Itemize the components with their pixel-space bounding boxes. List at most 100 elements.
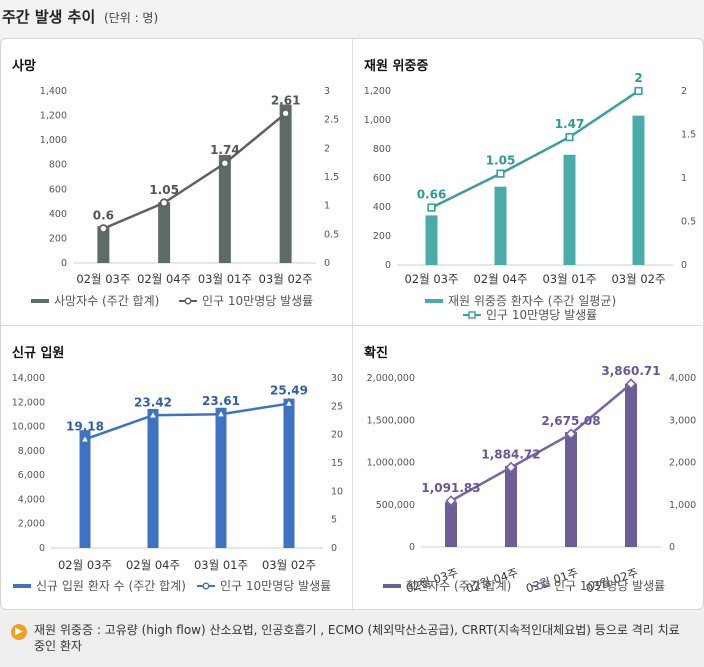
y-tick-left: 1,200 bbox=[40, 111, 67, 122]
y-tick-left: 0 bbox=[409, 542, 415, 553]
bar bbox=[563, 154, 576, 265]
line-point bbox=[505, 461, 517, 474]
y-tick-right: 0 bbox=[681, 260, 687, 271]
chart-title: 신규 입원 bbox=[12, 346, 65, 361]
legend-line-marker bbox=[202, 582, 210, 590]
y-tick-left: 200 bbox=[373, 231, 391, 242]
bar bbox=[632, 115, 645, 266]
line-point bbox=[283, 397, 295, 408]
legend-bar-label: 신규 입원 환자 수 (주간 합계) bbox=[36, 579, 186, 593]
x-tick-label: 02월 03주 bbox=[404, 272, 458, 286]
x-tick-label: 02월 03주 bbox=[76, 272, 130, 286]
y-tick-right: 1,000 bbox=[669, 500, 696, 511]
line-point bbox=[147, 409, 159, 420]
y-tick-right: 0 bbox=[324, 258, 330, 269]
chart-critical-svg: 0 200 400 600 800 1,000 1,200 0 0.5 1 1.5 2 02월 03주 0… bbox=[364, 71, 696, 322]
legend-bar-swatch bbox=[13, 584, 31, 588]
y-tick-right: 20 bbox=[331, 430, 343, 441]
data-label: 1.05 bbox=[486, 154, 516, 168]
y-tick-left: 6,000 bbox=[18, 470, 45, 481]
legend-bar-swatch bbox=[31, 299, 49, 303]
bar bbox=[283, 398, 295, 548]
y-tick-left: 1,000 bbox=[364, 115, 391, 126]
bar bbox=[158, 202, 171, 263]
data-label: 23.61 bbox=[202, 394, 240, 408]
x-tick-label: 03월 02주 bbox=[611, 272, 665, 286]
y-tick-right: 2 bbox=[324, 143, 330, 154]
x-tick-label: 02월 03주 bbox=[58, 558, 112, 572]
data-label: 0.66 bbox=[417, 188, 447, 202]
line-point bbox=[427, 203, 436, 212]
series-line bbox=[102, 112, 287, 230]
y-tick-right: 0.5 bbox=[681, 217, 696, 228]
y-tick-right: 3 bbox=[324, 86, 330, 97]
y-tick-right: 4,000 bbox=[669, 373, 696, 384]
bar bbox=[279, 104, 292, 263]
data-label: 2,675.08 bbox=[541, 414, 600, 428]
data-label: 1.74 bbox=[210, 143, 240, 157]
y-tick-right: 1.5 bbox=[681, 130, 696, 141]
legend-bar-swatch bbox=[425, 299, 443, 303]
y-tick-left: 8,000 bbox=[18, 446, 45, 457]
legend-line-label: 인구 10만명당 발생률 bbox=[554, 579, 665, 593]
y-tick-left: 800 bbox=[49, 160, 67, 171]
line-point bbox=[281, 108, 291, 118]
x-tick-label: 03월 01주 bbox=[542, 272, 596, 286]
y-tick-left: 500,000 bbox=[376, 500, 415, 511]
y-tick-right: 0 bbox=[669, 542, 675, 553]
line-point bbox=[79, 433, 91, 444]
y-tick-left: 1,200 bbox=[364, 86, 391, 97]
legend-line-label: 인구 10만명당 발생률 bbox=[220, 579, 331, 593]
y-tick-left: 1,400 bbox=[40, 86, 67, 97]
chart-deaths: 사망 0 200 400 600 800 1,000 1,200 1,400 0 0.5 1 1.5 2… bbox=[1, 39, 352, 325]
chart-title: 사망 bbox=[12, 59, 36, 74]
x-tick-label: 02월 04주 bbox=[126, 558, 180, 572]
y-tick-left: 1,500,000 bbox=[367, 415, 415, 426]
y-tick-right: 1 bbox=[681, 173, 687, 184]
bar bbox=[625, 383, 637, 547]
y-tick-left: 200 bbox=[49, 233, 67, 244]
y-tick-left: 600 bbox=[373, 173, 391, 184]
y-tick-right: 1 bbox=[324, 201, 330, 212]
page-header: 주간 발생 추이 (단위 : 명) bbox=[0, 0, 704, 38]
y-tick-right: 0.5 bbox=[324, 229, 339, 240]
y-tick-left: 0 bbox=[61, 258, 67, 269]
data-label: 1,091.83 bbox=[421, 481, 480, 495]
chart-critical: 재원 위중증 0 200 400 600 800 1,000 1,200 0 0.5 1 1.5 2 0… bbox=[353, 39, 704, 325]
y-tick-left: 2,000 bbox=[18, 519, 45, 530]
legend-bar-label: 사망자수 (주간 합계) bbox=[54, 294, 159, 308]
series-line bbox=[430, 89, 640, 209]
data-label: 0.6 bbox=[93, 209, 114, 223]
unit-note: (단위 : 명) bbox=[104, 11, 159, 25]
y-tick-right: 25 bbox=[331, 401, 343, 412]
data-label: 19.18 bbox=[66, 419, 104, 433]
y-tick-left: 10,000 bbox=[12, 422, 45, 433]
y-tick-right: 2,000 bbox=[669, 458, 696, 469]
footnote-text: 재원 위중증 : 고유량 (high flow) 산소요법, 인공호흡기 , E… bbox=[34, 623, 680, 653]
line-point bbox=[445, 495, 457, 507]
data-label: 1,884.72 bbox=[481, 447, 540, 461]
chart-title: 확진 bbox=[364, 346, 388, 361]
y-tick-right: 10 bbox=[331, 486, 343, 497]
bar bbox=[565, 432, 577, 547]
y-tick-left: 12,000 bbox=[12, 397, 45, 408]
y-tick-left: 2,000,000 bbox=[367, 373, 415, 384]
legend-line-marker bbox=[468, 311, 476, 319]
line-point bbox=[220, 158, 230, 168]
data-label: 23.42 bbox=[134, 395, 172, 409]
line-point bbox=[215, 408, 227, 419]
x-tick-label: 02월 04주 bbox=[473, 272, 527, 286]
bar bbox=[494, 186, 507, 265]
bar bbox=[97, 226, 110, 263]
y-tick-left: 1,000,000 bbox=[367, 458, 415, 469]
line-point bbox=[496, 169, 505, 178]
chart-confirmed-svg: 0 500,000 1,000,000 1,500,000 2,000,000 0 1,00… bbox=[367, 364, 697, 596]
legend-line-label: 인구 10만명당 발생률 bbox=[486, 308, 597, 322]
bar bbox=[215, 407, 227, 548]
line-point bbox=[565, 428, 577, 440]
legend-line-marker bbox=[184, 297, 192, 305]
x-tick-label: 03월 01주 bbox=[198, 272, 252, 286]
bar bbox=[79, 430, 91, 548]
y-tick-right: 2 bbox=[681, 86, 687, 97]
bar bbox=[425, 215, 438, 265]
